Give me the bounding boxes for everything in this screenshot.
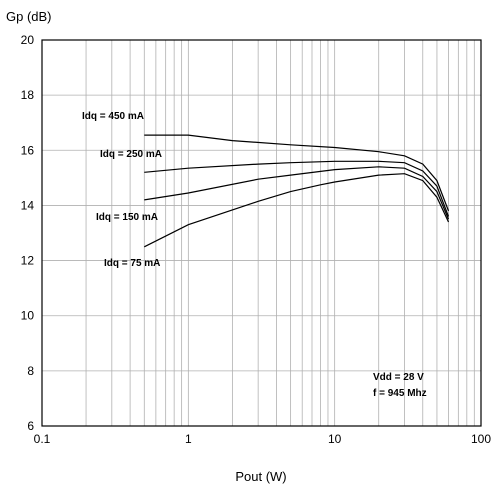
legend-label-450: Idq = 450 mA <box>82 111 144 122</box>
y-tick-label: 8 <box>27 364 34 378</box>
x-tick-label: 10 <box>328 432 342 446</box>
y-tick-label: 18 <box>21 88 35 102</box>
plot-frame <box>41 39 482 427</box>
condition-vdd: Vdd = 28 V <box>373 372 424 383</box>
legend-label-250: Idq = 250 mA <box>100 149 162 160</box>
x-tick-label: 0.1 <box>34 432 51 446</box>
series-line-1 <box>144 160 450 217</box>
y-tick-label: 20 <box>21 33 35 47</box>
y-tick-label: 14 <box>21 198 35 212</box>
y-axis-label: Gp (dB) <box>6 9 52 24</box>
condition-frequency: f = 945 Mhz <box>373 388 427 399</box>
series-line-2 <box>144 166 450 220</box>
series-line-0 <box>144 134 450 212</box>
y-tick-label: 10 <box>21 309 35 323</box>
series-line-3 <box>144 173 450 248</box>
legend-label-150: Idq = 150 mA <box>96 212 158 223</box>
series-layer <box>144 134 450 248</box>
x-tick-label: 1 <box>185 432 192 446</box>
y-tick-label: 12 <box>21 254 35 268</box>
y-tick-label: 6 <box>27 419 34 433</box>
x-axis-label: Pout (W) <box>235 469 286 484</box>
y-tick-label: 16 <box>21 143 35 157</box>
legend-label-75: Idq = 75 mA <box>104 258 160 269</box>
grid <box>42 40 481 426</box>
ticks: 6 8 10 12 14 16 18 20 0.1 1 10 100 <box>21 33 492 446</box>
x-tick-label: 100 <box>471 432 491 446</box>
